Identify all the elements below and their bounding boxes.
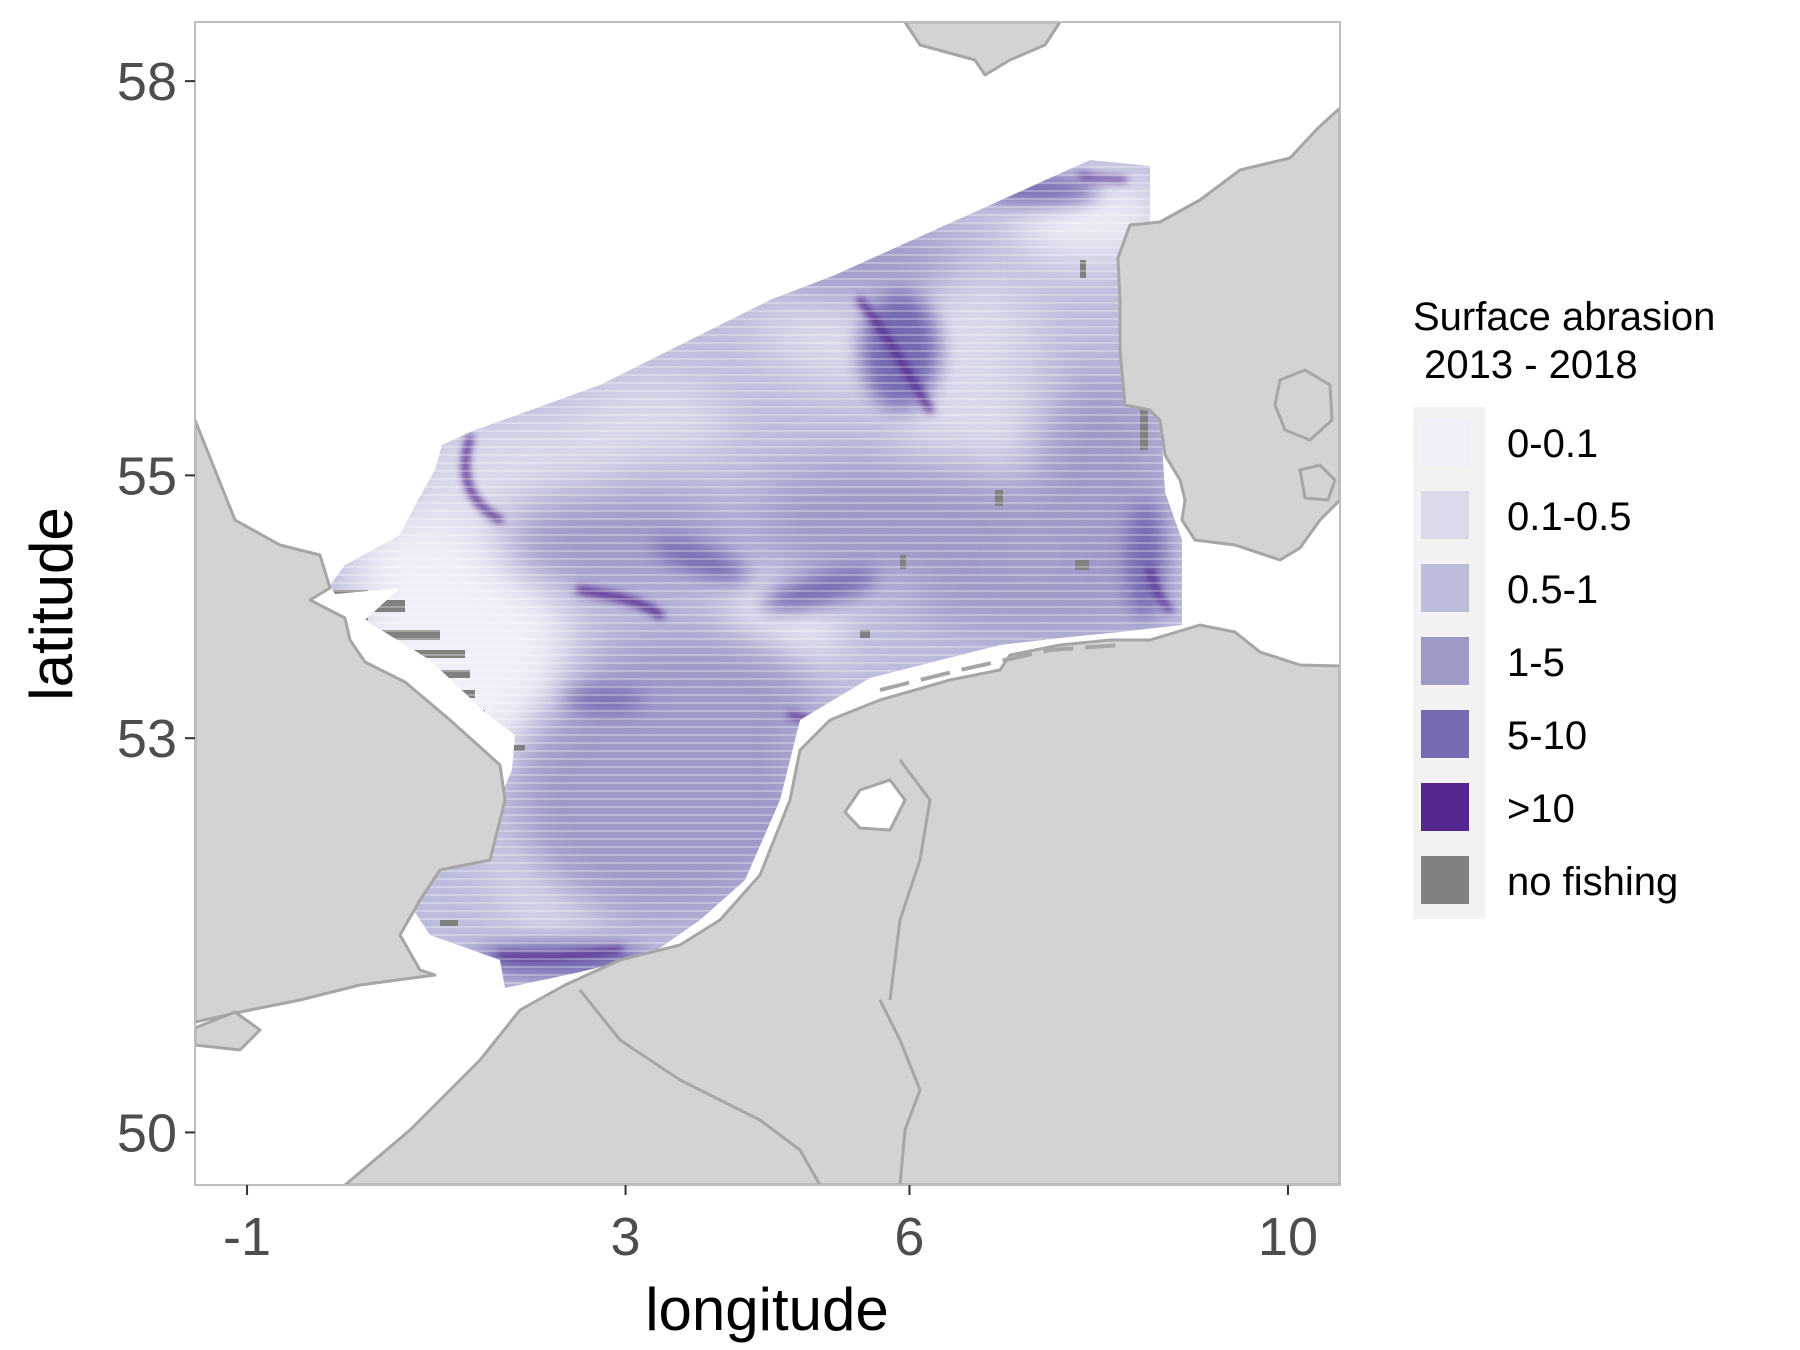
y-tick-label: 58: [117, 52, 177, 112]
panel-border: [194, 21, 1341, 1186]
x-tick-label: -1: [223, 1207, 271, 1267]
land-masses: [195, 22, 1340, 1185]
norway-coast: [903, 22, 1062, 77]
legend-swatch: [1421, 710, 1469, 758]
legend-label: 1-5: [1507, 641, 1565, 685]
legend-swatch: [1421, 418, 1469, 466]
legend-label: 0-0.1: [1507, 422, 1598, 466]
legend-title-line2: 2013 - 2018: [1413, 343, 1638, 387]
wadden-islands: [879, 643, 1121, 692]
y-axis: 50 53 55 58: [117, 52, 195, 1163]
legend-label: 0.5-1: [1507, 568, 1598, 612]
danish-island: [1273, 368, 1334, 442]
x-tick-label: 10: [1258, 1207, 1318, 1267]
x-axis-title: longitude: [645, 1276, 889, 1343]
y-tick-label: 53: [117, 709, 177, 769]
legend-label: no fishing: [1507, 860, 1678, 904]
legend-swatch: [1421, 637, 1469, 685]
legend-label: >10: [1507, 787, 1575, 831]
zealand-island: [1298, 463, 1337, 502]
legend-title-line1: Surface abrasion: [1413, 295, 1715, 339]
x-tick-label: 6: [894, 1207, 924, 1267]
x-tick-label: 3: [611, 1207, 641, 1267]
legend-swatch: [1421, 564, 1469, 612]
y-tick-label: 50: [117, 1103, 177, 1163]
legend: Surface abrasion 2013 - 2018 0-0.1 0.1-0.…: [1413, 295, 1715, 919]
legend-swatch: [1421, 856, 1469, 904]
legend-items: 0-0.1 0.1-0.5 0.5-1 1-5 5-10 >10 no fishing: [1421, 418, 1678, 904]
legend-swatch: [1421, 491, 1469, 539]
map-panel: [194, 21, 1341, 1186]
ijsselmeer: [843, 778, 907, 832]
jutland: [1116, 106, 1340, 562]
legend-swatch: [1421, 783, 1469, 831]
y-tick-label: 55: [117, 446, 177, 506]
legend-label: 5-10: [1507, 714, 1587, 758]
france-coast-west: [195, 1010, 262, 1052]
y-axis-title: latitude: [18, 507, 85, 700]
great-britain: [195, 418, 507, 1024]
continental-europe: [343, 623, 1340, 1185]
country-borders: [578, 759, 932, 1185]
legend-label: 0.1-0.5: [1507, 495, 1632, 539]
x-axis: -1 3 6 10: [223, 1185, 1318, 1267]
